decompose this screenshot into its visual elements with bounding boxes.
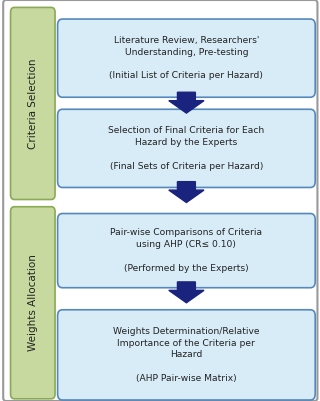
Text: Literature Review, Researchers'
Understanding, Pre-testing

(Initial List of Cri: Literature Review, Researchers' Understa… bbox=[109, 36, 263, 80]
FancyBboxPatch shape bbox=[58, 109, 315, 188]
FancyBboxPatch shape bbox=[58, 19, 315, 97]
FancyBboxPatch shape bbox=[58, 213, 315, 288]
FancyBboxPatch shape bbox=[3, 0, 317, 401]
FancyBboxPatch shape bbox=[58, 310, 315, 400]
FancyBboxPatch shape bbox=[11, 7, 55, 200]
Polygon shape bbox=[169, 92, 204, 113]
Polygon shape bbox=[169, 182, 204, 203]
Polygon shape bbox=[169, 282, 204, 303]
Text: Weights Allocation: Weights Allocation bbox=[28, 254, 38, 351]
FancyBboxPatch shape bbox=[11, 207, 55, 399]
Text: Weights Determination/Relative
Importance of the Criteria per
Hazard

(AHP Pair-: Weights Determination/Relative Importanc… bbox=[113, 327, 260, 383]
Text: Criteria Selection: Criteria Selection bbox=[28, 58, 38, 149]
Text: Pair-wise Comparisons of Criteria
using AHP (CR≤ 0.10)

(Performed by the Expert: Pair-wise Comparisons of Criteria using … bbox=[110, 229, 262, 273]
Text: Selection of Final Criteria for Each
Hazard by the Experts

(Final Sets of Crite: Selection of Final Criteria for Each Haz… bbox=[108, 126, 265, 170]
